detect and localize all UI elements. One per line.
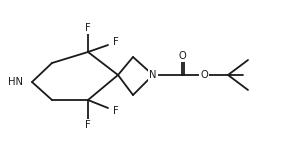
- Text: F: F: [113, 37, 119, 47]
- Text: O: O: [200, 70, 208, 80]
- Text: F: F: [113, 106, 119, 116]
- Text: F: F: [85, 120, 91, 130]
- Text: HN: HN: [8, 77, 23, 87]
- Text: F: F: [85, 23, 91, 33]
- Text: O: O: [178, 51, 186, 61]
- Text: N: N: [149, 70, 157, 80]
